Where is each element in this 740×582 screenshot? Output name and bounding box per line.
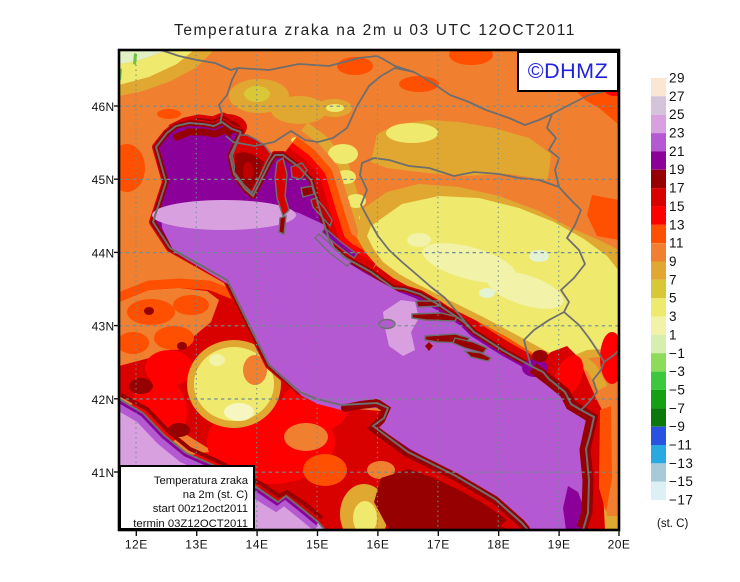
svg-text:12E: 12E — [125, 538, 148, 552]
svg-text:43N: 43N — [92, 320, 115, 334]
svg-text:46N: 46N — [92, 100, 115, 114]
svg-text:15E: 15E — [306, 538, 329, 552]
svg-text:23: 23 — [669, 126, 685, 141]
svg-text:11: 11 — [669, 236, 684, 251]
svg-text:15: 15 — [669, 199, 685, 214]
svg-text:25: 25 — [669, 107, 685, 122]
svg-text:45N: 45N — [92, 173, 115, 187]
svg-text:7: 7 — [669, 272, 677, 287]
svg-text:−15: −15 — [669, 474, 693, 489]
svg-text:−13: −13 — [669, 456, 693, 471]
svg-text:−17: −17 — [669, 493, 693, 508]
svg-text:27: 27 — [669, 89, 685, 104]
svg-text:14E: 14E — [246, 538, 269, 552]
svg-text:1: 1 — [669, 327, 677, 342]
svg-text:5: 5 — [669, 291, 677, 306]
svg-text:42N: 42N — [92, 393, 115, 407]
svg-text:13: 13 — [669, 217, 685, 232]
svg-text:9: 9 — [669, 254, 677, 269]
svg-text:−5: −5 — [669, 383, 685, 398]
svg-text:44N: 44N — [92, 246, 115, 260]
svg-text:18E: 18E — [487, 538, 510, 552]
svg-text:−3: −3 — [669, 364, 685, 379]
svg-text:3: 3 — [669, 309, 677, 324]
svg-text:13E: 13E — [185, 538, 208, 552]
svg-text:17: 17 — [669, 181, 685, 196]
svg-text:(st. C): (st. C) — [657, 518, 688, 530]
svg-text:−9: −9 — [669, 419, 685, 434]
svg-text:19: 19 — [669, 162, 685, 177]
svg-text:21: 21 — [669, 144, 685, 159]
svg-text:19E: 19E — [548, 538, 571, 552]
svg-text:20E: 20E — [608, 538, 631, 552]
svg-text:17E: 17E — [427, 538, 450, 552]
svg-text:−7: −7 — [669, 401, 685, 416]
svg-text:−1: −1 — [669, 346, 685, 361]
svg-text:−11: −11 — [669, 438, 692, 453]
svg-text:41N: 41N — [92, 466, 115, 480]
svg-text:29: 29 — [669, 71, 685, 86]
svg-text:16E: 16E — [366, 538, 389, 552]
